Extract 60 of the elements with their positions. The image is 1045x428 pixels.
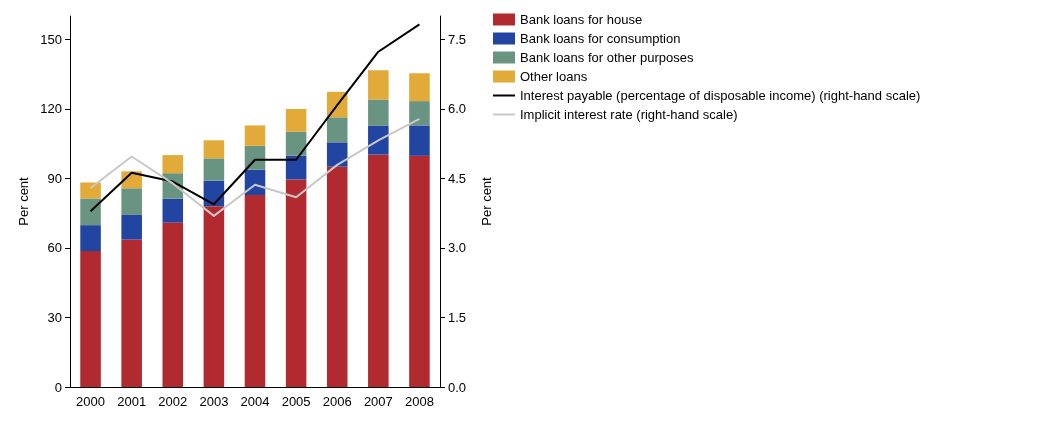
legend-label: Bank loans for house bbox=[520, 12, 643, 27]
x-tick-label: 2007 bbox=[363, 394, 393, 409]
bar bbox=[368, 154, 389, 387]
legend-label: Bank loans for other purposes bbox=[520, 50, 694, 65]
bar bbox=[326, 117, 348, 143]
y-tick-label: 120 bbox=[40, 101, 62, 117]
bar bbox=[121, 239, 142, 387]
x-tick-label: 2001 bbox=[117, 394, 147, 409]
bar bbox=[285, 179, 307, 387]
x-tick-label: 2003 bbox=[199, 394, 229, 409]
x-tick-label: 2004 bbox=[240, 394, 270, 409]
x-tick-label: 2000 bbox=[76, 394, 106, 409]
y-tick-label: 60 bbox=[47, 240, 62, 256]
y2-tick-label: 6.0 bbox=[448, 101, 467, 117]
bar bbox=[409, 125, 430, 156]
legend-label: Interest payable (percentage of disposable income) (right-hand scale) bbox=[520, 88, 921, 103]
bar bbox=[203, 158, 225, 181]
bar bbox=[285, 131, 307, 156]
bar bbox=[368, 99, 389, 126]
bar bbox=[326, 166, 348, 387]
line-series bbox=[89, 117, 421, 217]
bar bbox=[121, 214, 142, 240]
bar bbox=[244, 195, 266, 387]
bar bbox=[368, 125, 389, 155]
y2-tick-label: 4.5 bbox=[448, 170, 467, 186]
bar bbox=[121, 188, 142, 215]
legend-label: Implicit interest rate (right-hand scale) bbox=[520, 107, 738, 122]
y2-axis-title: Per cent bbox=[479, 176, 494, 226]
y-axis-title: Per cent bbox=[16, 176, 31, 226]
bar bbox=[80, 225, 101, 252]
bar bbox=[80, 251, 101, 387]
y2-tick-label: 0.0 bbox=[448, 379, 467, 395]
bar bbox=[409, 155, 430, 387]
bar bbox=[203, 140, 225, 159]
bar bbox=[409, 73, 430, 102]
line-series bbox=[89, 23, 421, 213]
y-tick-label: 90 bbox=[47, 170, 62, 186]
x-tick-label: 2006 bbox=[322, 394, 352, 409]
bar bbox=[409, 101, 430, 126]
legend-label: Bank loans for consumption bbox=[520, 31, 681, 46]
x-tick-label: 2005 bbox=[281, 394, 311, 409]
bar bbox=[368, 70, 389, 100]
y-tick-label: 30 bbox=[47, 309, 62, 325]
y-tick-label: 0 bbox=[54, 379, 62, 395]
bar bbox=[80, 198, 101, 226]
bar bbox=[162, 198, 184, 223]
bar bbox=[203, 206, 225, 387]
x-tick-label: 2002 bbox=[158, 394, 188, 409]
bar bbox=[244, 125, 266, 146]
y2-tick-label: 3.0 bbox=[448, 240, 467, 256]
bar bbox=[285, 108, 307, 132]
legend-label: Other loans bbox=[520, 69, 588, 84]
bar bbox=[326, 142, 348, 167]
y2-tick-label: 7.5 bbox=[448, 31, 467, 47]
bar bbox=[162, 155, 184, 174]
y2-tick-label: 1.5 bbox=[448, 309, 467, 325]
bar bbox=[162, 222, 184, 387]
y-tick-label: 150 bbox=[40, 31, 62, 47]
bar bbox=[80, 182, 101, 199]
x-tick-label: 2008 bbox=[404, 394, 434, 409]
